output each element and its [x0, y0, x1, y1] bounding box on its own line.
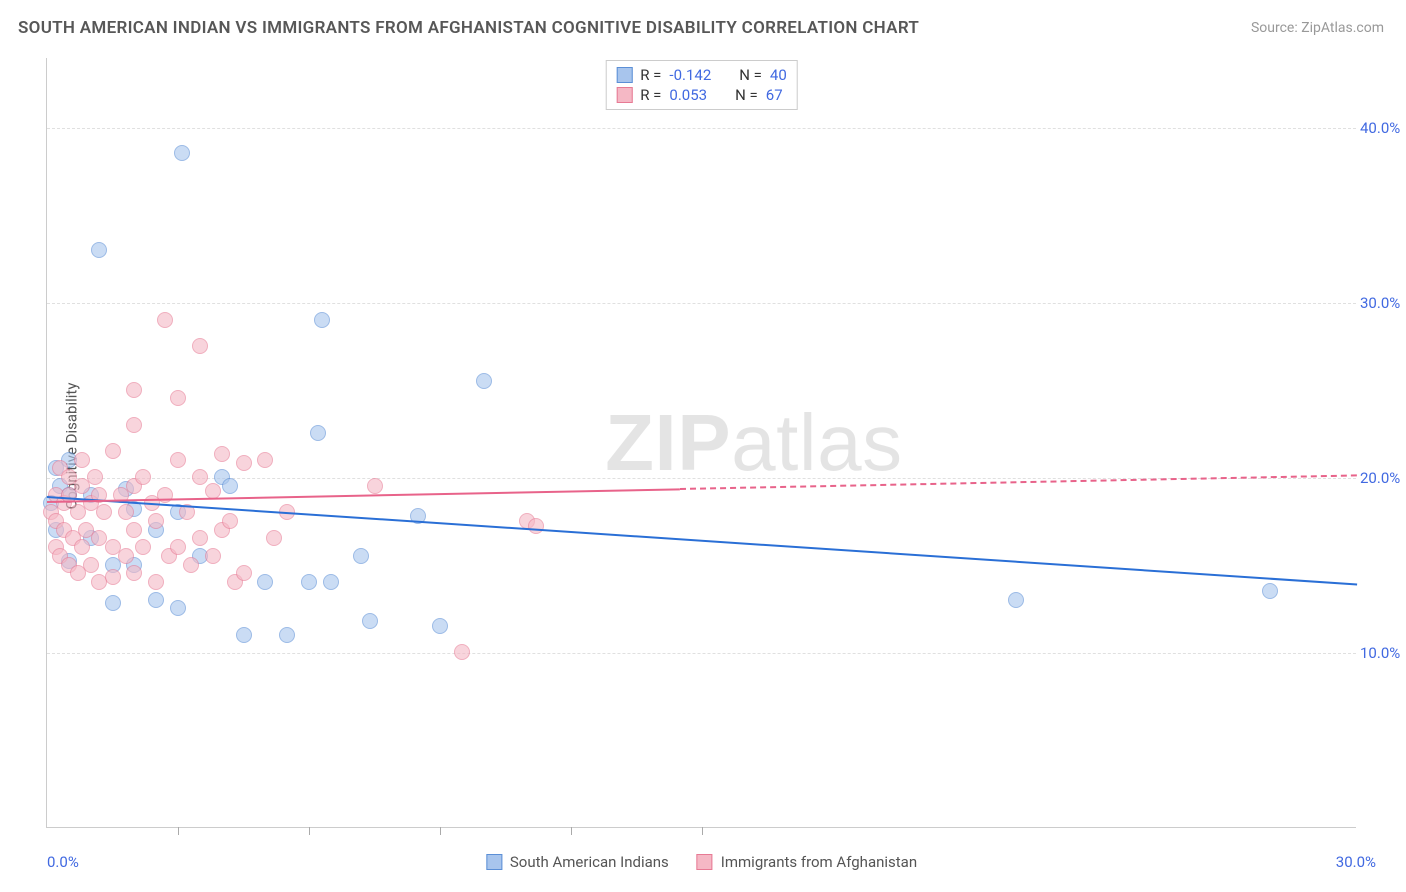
data-point [222, 478, 238, 494]
data-point [105, 443, 121, 459]
y-tick-label: 30.0% [1360, 294, 1406, 312]
data-point [148, 592, 164, 608]
stats-row: R = 0.053 N = 67 [616, 85, 787, 105]
data-point [118, 504, 134, 520]
y-tick-label: 20.0% [1360, 469, 1406, 487]
data-point [222, 513, 238, 529]
data-point [367, 478, 383, 494]
data-point [126, 565, 142, 581]
x-tick [702, 827, 703, 835]
data-point [236, 627, 252, 643]
watermark-bold: ZIP [605, 398, 731, 487]
r-value: -0.142 [669, 66, 711, 84]
data-point [323, 574, 339, 590]
x-tick-label-max: 30.0% [1336, 853, 1376, 871]
bottom-legend: South American Indians Immigrants from Af… [486, 853, 917, 871]
data-point [126, 382, 142, 398]
data-point [257, 574, 273, 590]
x-tick [178, 827, 179, 835]
legend-swatch [697, 854, 713, 870]
data-point [1262, 583, 1278, 599]
data-point [314, 312, 330, 328]
legend-item: Immigrants from Afghanistan [697, 853, 917, 871]
data-point [74, 539, 90, 555]
data-point [301, 574, 317, 590]
data-point [528, 518, 544, 534]
x-tick [440, 827, 441, 835]
legend-swatch [616, 87, 632, 103]
data-point [83, 557, 99, 573]
data-point [183, 557, 199, 573]
chart-title: SOUTH AMERICAN INDIAN VS IMMIGRANTS FROM… [18, 18, 919, 38]
r-value: 0.053 [669, 86, 707, 104]
data-point [476, 373, 492, 389]
legend-item: South American Indians [486, 853, 669, 871]
data-point [170, 600, 186, 616]
n-label: N = [735, 86, 758, 104]
n-value: 40 [770, 66, 787, 84]
x-tick [571, 827, 572, 835]
data-point [310, 425, 326, 441]
gridline [47, 303, 1356, 304]
data-point [148, 574, 164, 590]
data-point [353, 548, 369, 564]
data-point [105, 595, 121, 611]
data-point [174, 145, 190, 161]
r-label: R = [640, 66, 661, 84]
watermark-light: atlas [731, 398, 902, 487]
data-point [454, 644, 470, 660]
data-point [257, 452, 273, 468]
x-tick-label-min: 0.0% [47, 853, 79, 871]
data-point [236, 455, 252, 471]
stats-row: R = -0.142 N = 40 [616, 65, 787, 85]
data-point [432, 618, 448, 634]
data-point [236, 565, 252, 581]
n-label: N = [739, 66, 762, 84]
plot-area: ZIPatlas R =-0.142N =40R =0.053N =67 Sou… [46, 58, 1356, 828]
data-point [1008, 592, 1024, 608]
data-point [126, 417, 142, 433]
data-point [96, 504, 112, 520]
data-point [87, 469, 103, 485]
data-point [135, 539, 151, 555]
source-label: Source: ZipAtlas.com [1251, 20, 1384, 36]
stats-legend-box: R =-0.142N =40R =0.053N =67 [605, 60, 798, 110]
data-point [157, 312, 173, 328]
data-point [214, 446, 230, 462]
data-point [126, 522, 142, 538]
data-point [105, 569, 121, 585]
data-point [118, 548, 134, 564]
trend-line [47, 488, 680, 503]
data-point [91, 242, 107, 258]
data-point [170, 390, 186, 406]
data-point [192, 338, 208, 354]
watermark: ZIPatlas [605, 397, 902, 489]
gridline [47, 128, 1356, 129]
gridline [47, 653, 1356, 654]
y-tick-label: 40.0% [1360, 119, 1406, 137]
data-point [192, 469, 208, 485]
data-point [266, 530, 282, 546]
data-point [192, 530, 208, 546]
n-value: 67 [766, 86, 783, 104]
data-point [279, 627, 295, 643]
data-point [74, 452, 90, 468]
legend-label: Immigrants from Afghanistan [721, 853, 917, 871]
data-point [170, 452, 186, 468]
data-point [362, 613, 378, 629]
legend-swatch [616, 67, 632, 83]
r-label: R = [640, 86, 661, 104]
trend-line [680, 475, 1357, 491]
data-point [170, 539, 186, 555]
data-point [148, 513, 164, 529]
data-point [135, 469, 151, 485]
legend-label: South American Indians [510, 853, 669, 871]
legend-swatch [486, 854, 502, 870]
x-tick [309, 827, 310, 835]
data-point [205, 548, 221, 564]
y-tick-label: 10.0% [1360, 644, 1406, 662]
